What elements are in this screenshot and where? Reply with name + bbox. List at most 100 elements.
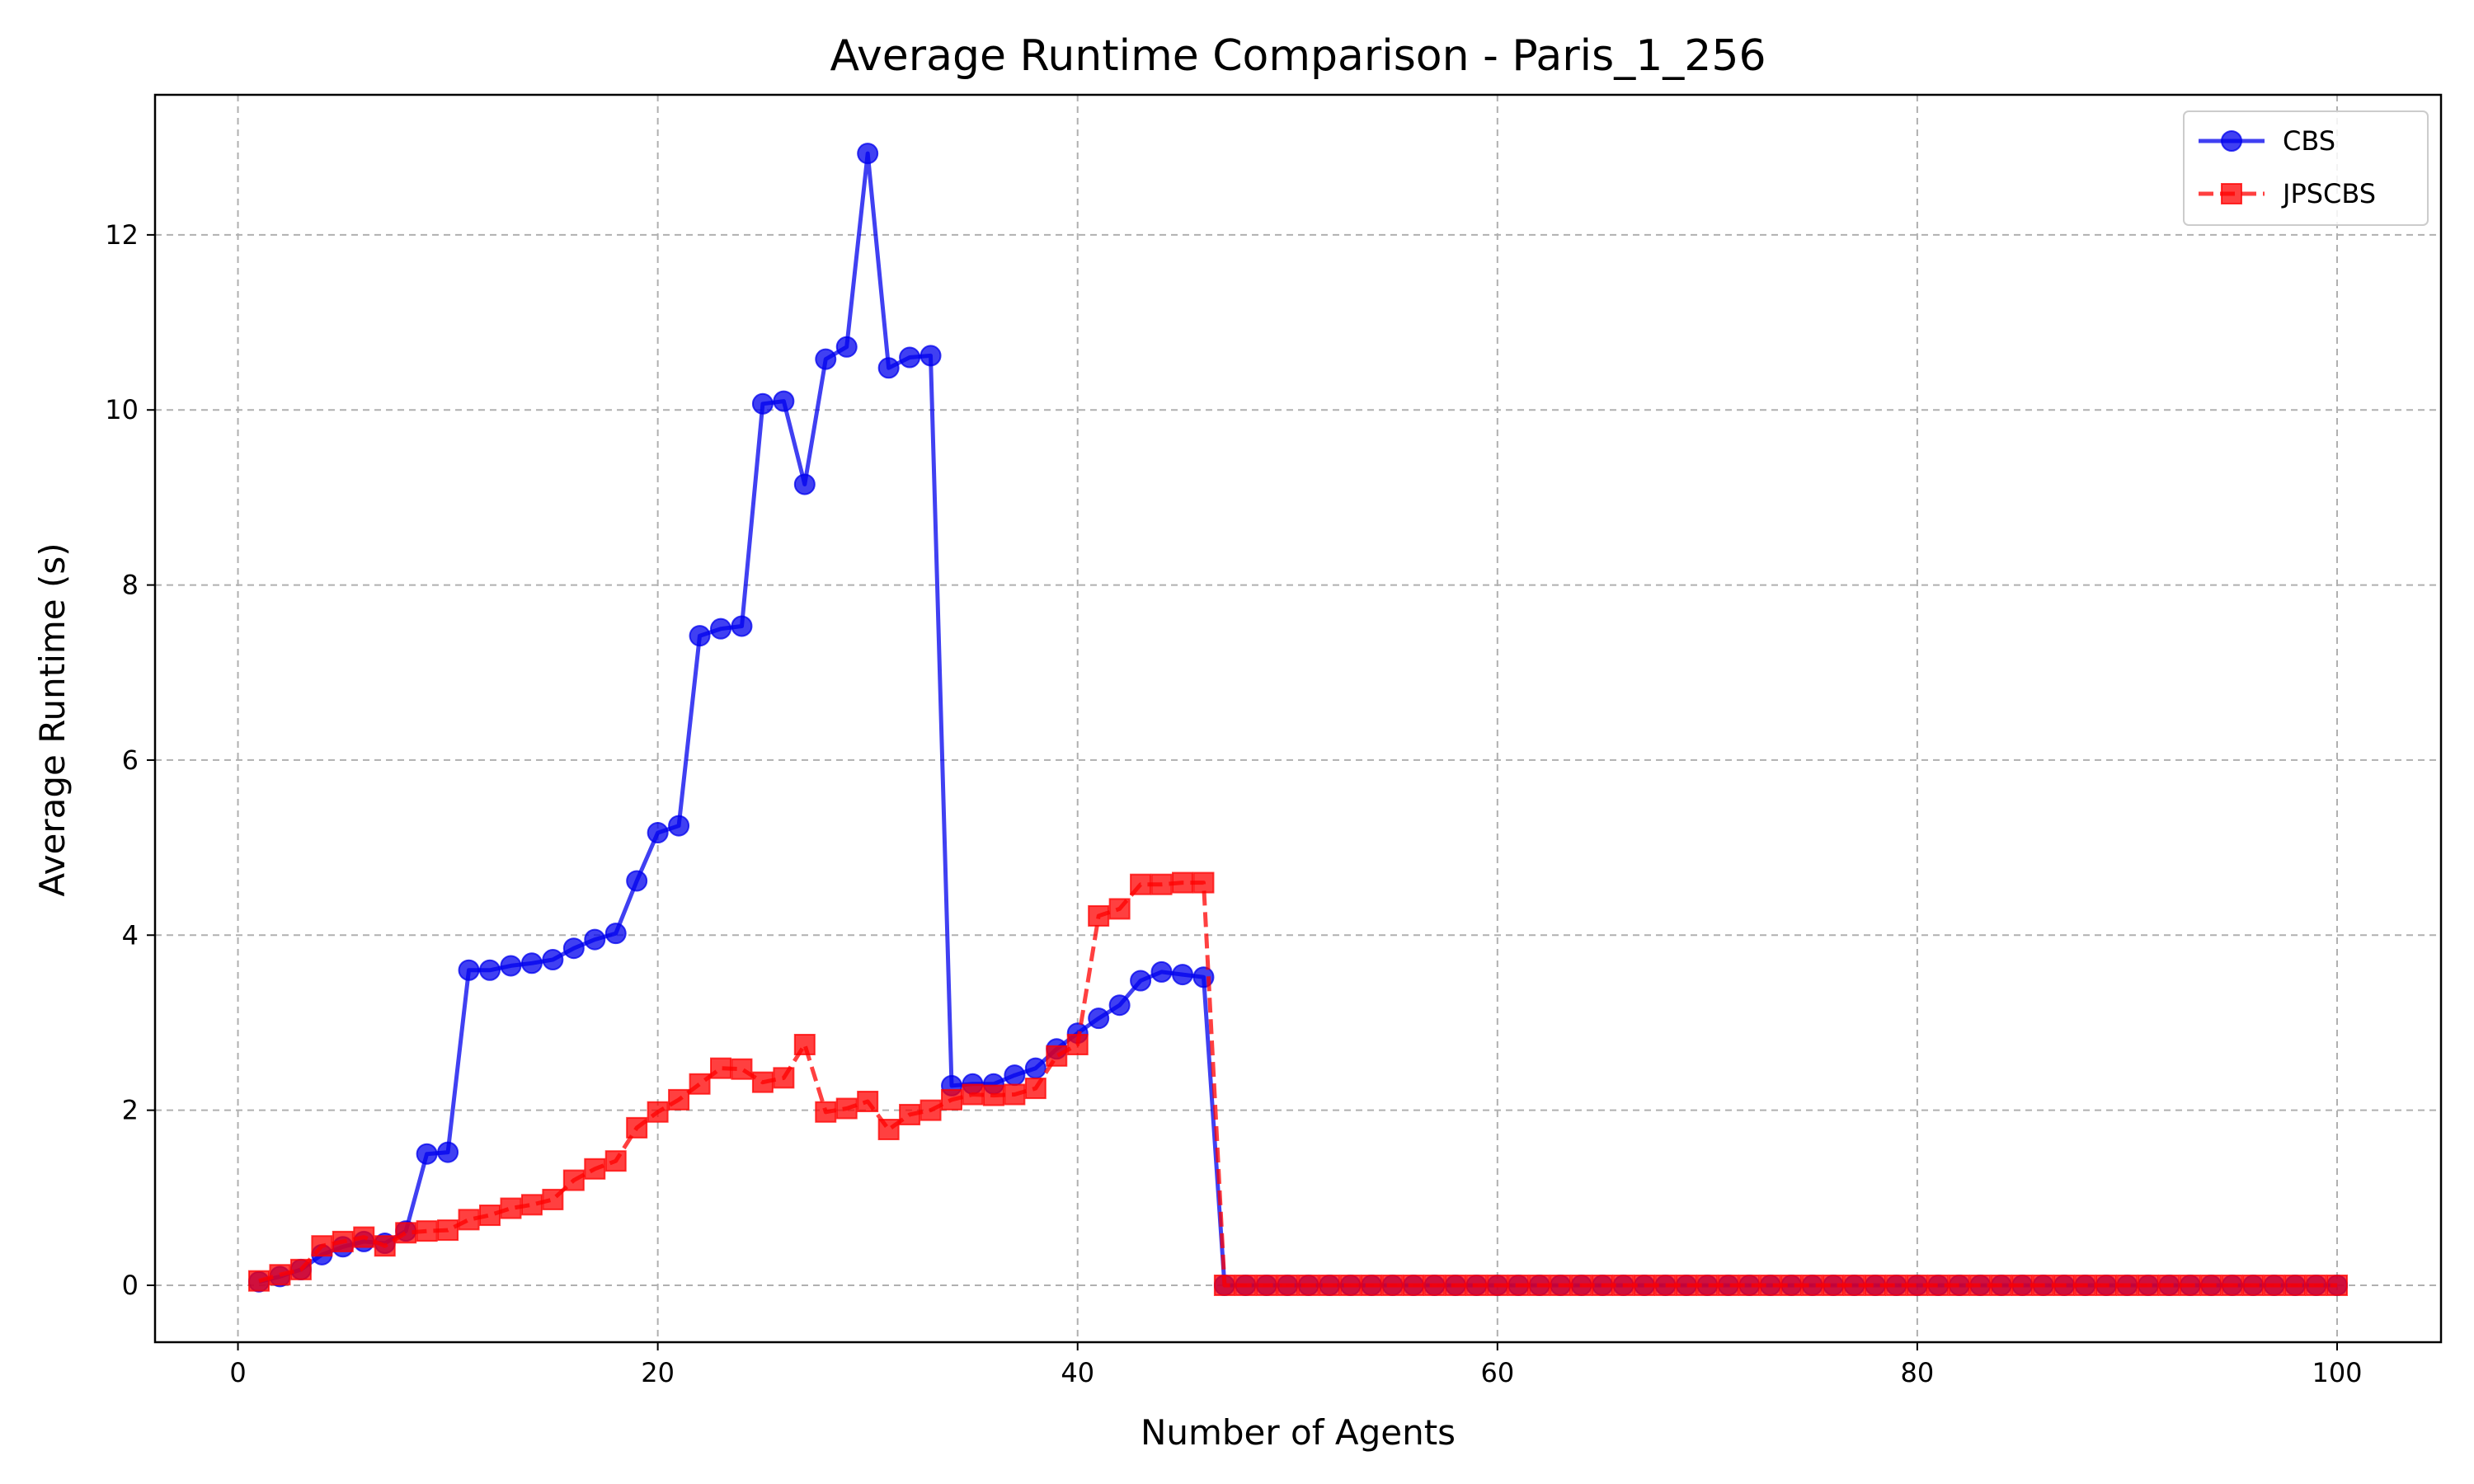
data-point: [1717, 1274, 1739, 1296]
data-point: [395, 1222, 417, 1244]
legend-label: CBS: [2283, 125, 2335, 157]
data-point: [332, 1230, 354, 1252]
data-point: [2053, 1274, 2076, 1296]
data-point: [1759, 1274, 1781, 1296]
data-point: [1927, 1274, 1950, 1296]
data-point: [2326, 1274, 2348, 1296]
chart-title: Average Runtime Comparison - Paris_1_256: [830, 31, 1766, 81]
data-point: [2221, 1274, 2243, 1296]
data-point: [668, 815, 690, 837]
x-tick-label: 80: [1901, 1357, 1935, 1388]
data-point: [542, 949, 564, 971]
data-point: [1088, 1007, 1110, 1030]
data-point: [1297, 1274, 1319, 1296]
data-point: [437, 1219, 459, 1242]
y-tick-label: 8: [122, 570, 139, 601]
data-point: [2032, 1274, 2054, 1296]
y-tick-label: 6: [122, 744, 139, 776]
legend-item-jpscbs: JPSCBS: [2199, 178, 2376, 209]
data-point: [1675, 1274, 1697, 1296]
data-point: [1738, 1274, 1761, 1296]
data-point: [710, 618, 731, 640]
data-point: [584, 1158, 606, 1180]
data-point: [1213, 1274, 1235, 1296]
data-point: [1150, 960, 1173, 983]
data-point: [1465, 1274, 1488, 1296]
data-point: [647, 822, 669, 844]
x-tick-label: 0: [229, 1357, 246, 1388]
data-point: [1255, 1274, 1277, 1296]
data-point: [520, 1194, 543, 1216]
data-point: [1046, 1045, 1068, 1067]
series-layer: [248, 143, 2348, 1296]
data-point: [710, 1057, 731, 1079]
data-point: [920, 345, 942, 367]
data-point: [1550, 1274, 1572, 1296]
data-point: [1277, 1274, 1299, 1296]
data-point: [542, 1188, 564, 1210]
data-point: [416, 1143, 438, 1165]
grid: [155, 95, 2441, 1342]
data-point: [1843, 1274, 1865, 1296]
data-point: [500, 955, 522, 977]
data-point: [479, 959, 501, 981]
data-point: [877, 357, 900, 379]
data-point: [626, 870, 648, 892]
data-point: [458, 959, 480, 981]
data-point: [289, 1258, 312, 1280]
data-point: [1004, 1064, 1026, 1087]
data-point: [1108, 898, 1131, 920]
data-point: [1004, 1083, 1026, 1106]
data-point: [1990, 1274, 2012, 1296]
data-point: [647, 1101, 669, 1123]
data-point: [857, 1091, 879, 1113]
data-point: [248, 1270, 270, 1292]
data-point: [1066, 1034, 1089, 1056]
data-point: [311, 1235, 333, 1257]
data-point: [2137, 1274, 2159, 1296]
y-tick-label: 12: [105, 219, 139, 251]
data-point: [1088, 904, 1110, 927]
data-point: [1570, 1274, 1592, 1296]
data-point: [1403, 1274, 1424, 1296]
data-point: [835, 336, 858, 358]
data-point: [773, 390, 795, 412]
y-tick-label: 10: [105, 394, 139, 425]
data-point: [1444, 1274, 1466, 1296]
y-axis-label: Average Runtime (s): [32, 542, 73, 896]
data-point: [731, 615, 753, 637]
data-point: [479, 1205, 501, 1227]
x-axis-label: Number of Agents: [1141, 1412, 1456, 1453]
data-point: [374, 1235, 396, 1257]
data-point: [1381, 1274, 1404, 1296]
data-point: [773, 1067, 795, 1089]
data-point: [899, 1103, 921, 1125]
data-point: [815, 348, 837, 370]
data-point: [562, 937, 585, 960]
data-point: [920, 1099, 942, 1121]
data-point: [689, 625, 711, 647]
data-point: [1172, 964, 1193, 986]
data-point: [2305, 1274, 2327, 1296]
data-point: [1885, 1274, 1907, 1296]
data-point: [1024, 1057, 1047, 1079]
data-point: [2284, 1274, 2307, 1296]
x-tick-label: 40: [1061, 1357, 1094, 1388]
data-point: [1319, 1274, 1341, 1296]
x-tick-label: 20: [641, 1357, 675, 1388]
data-point: [793, 1034, 816, 1056]
data-point: [835, 1097, 858, 1120]
data-point: [751, 392, 774, 415]
data-point: [416, 1220, 438, 1242]
data-point: [1024, 1078, 1047, 1100]
data-point: [1235, 1274, 1257, 1296]
data-point: [1150, 873, 1173, 895]
plot-frame: [153, 93, 2443, 1344]
data-point: [982, 1084, 1004, 1106]
data-point: [1948, 1274, 1970, 1296]
x-tick-label: 60: [1480, 1357, 1514, 1388]
y-tick-label: 4: [122, 919, 139, 951]
data-point: [1130, 970, 1152, 992]
